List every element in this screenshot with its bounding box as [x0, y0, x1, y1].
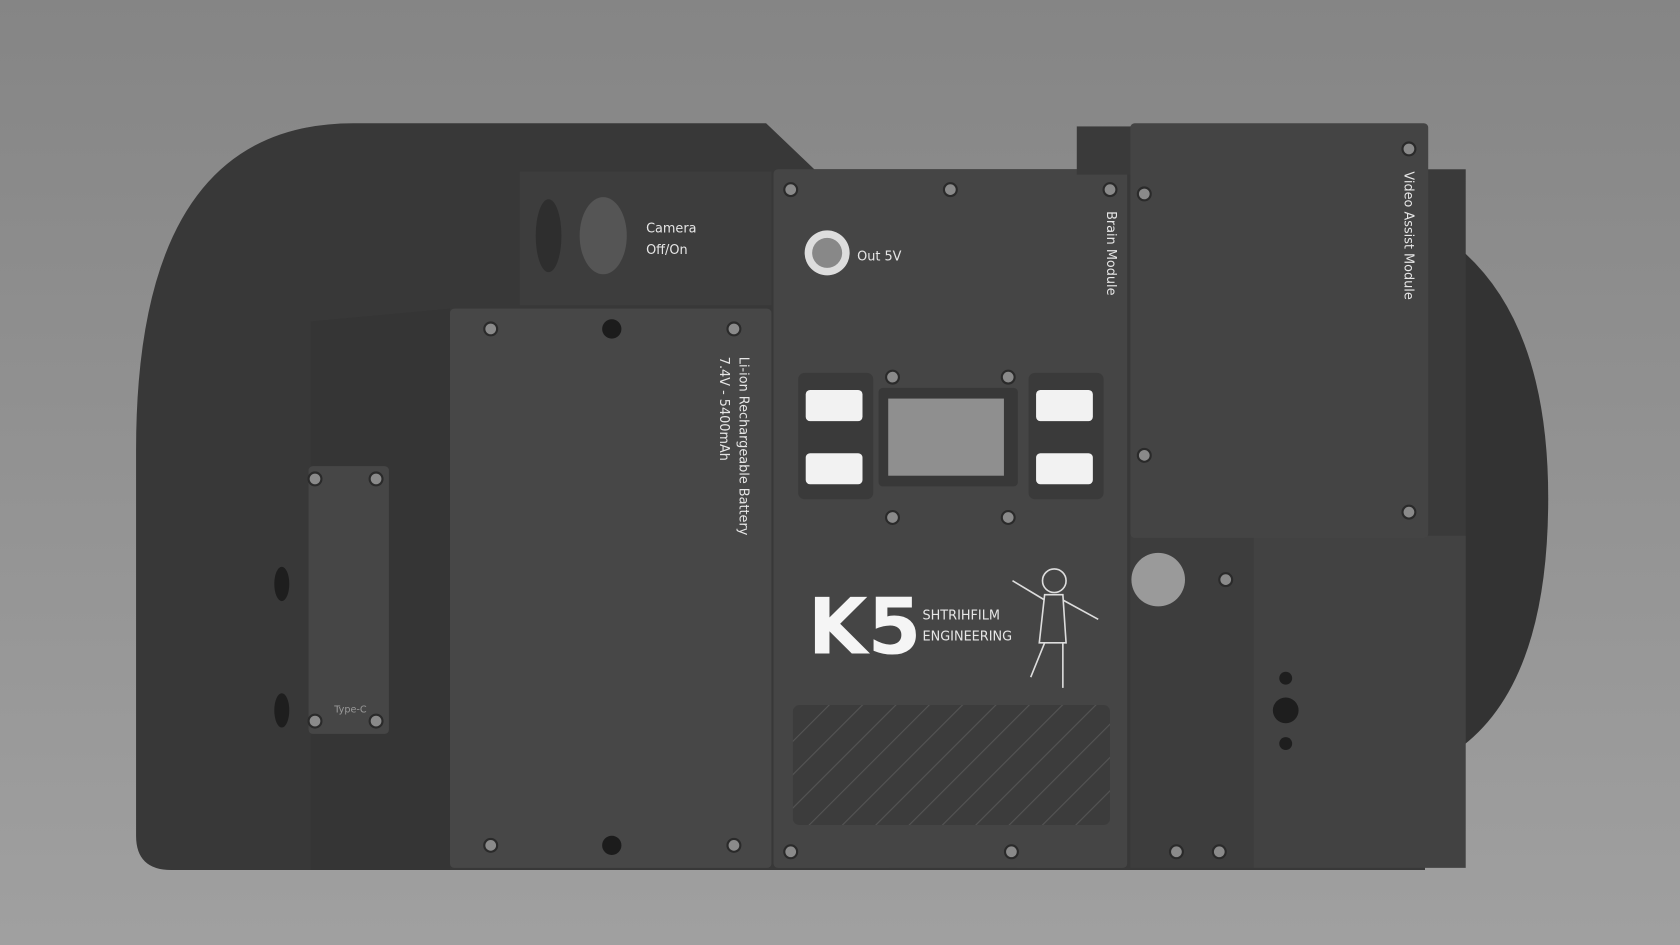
- switch-label: Off/On: [646, 243, 688, 258]
- screw: [885, 510, 900, 525]
- brand-label: SHTRIHFILM: [923, 608, 1000, 623]
- screw: [307, 713, 323, 729]
- screw: [1000, 369, 1016, 385]
- switch-recess: [535, 199, 562, 273]
- battery-plate: [450, 308, 772, 868]
- video-assist-plate: [1130, 123, 1429, 538]
- module-label: Brain Module: [1103, 211, 1118, 296]
- mount-hole: [1279, 671, 1293, 685]
- screen: [888, 398, 1004, 476]
- mount-hole: [1279, 737, 1293, 750]
- screw: [1136, 447, 1152, 463]
- screw: [1211, 844, 1227, 860]
- port-module: [308, 466, 389, 734]
- switch-bay: [519, 171, 772, 306]
- switch-label: Camera: [646, 222, 696, 237]
- screw: [368, 471, 384, 487]
- lens-ring: [1457, 246, 1549, 750]
- battery-label: 7.4V - 5400mAh: [716, 357, 731, 461]
- screw: [783, 182, 799, 198]
- screw-hole: [602, 319, 622, 339]
- screw-hole: [602, 835, 622, 855]
- screw: [1401, 504, 1417, 520]
- module-label: Video Assist Module: [1401, 171, 1416, 299]
- out-connector-core: [812, 237, 843, 268]
- logo: K5: [808, 583, 921, 673]
- button: [805, 453, 863, 485]
- screw: [1168, 844, 1184, 860]
- screw: [368, 713, 384, 729]
- switch-knob: [579, 197, 627, 275]
- mount-hole: [274, 566, 290, 602]
- button: [1036, 390, 1093, 422]
- button: [1036, 453, 1093, 485]
- astronaut: [1012, 568, 1099, 688]
- screw: [1102, 182, 1118, 198]
- screw: [307, 471, 323, 487]
- out-label: Out 5V: [857, 249, 902, 264]
- port-label: Type-C: [333, 705, 367, 716]
- battery-label: Li-ion Rechargeable Battery: [735, 357, 750, 536]
- brain-plate: [773, 169, 1128, 868]
- screws: [307, 141, 1417, 860]
- screw: [1218, 572, 1234, 588]
- screw: [1000, 510, 1016, 525]
- screw: [1401, 141, 1417, 157]
- screw: [1003, 844, 1019, 860]
- screw: [726, 321, 742, 337]
- screw: [783, 844, 799, 860]
- side-block: [1425, 169, 1466, 598]
- screw: [726, 837, 742, 853]
- screw: [483, 837, 499, 853]
- rear-port: [1131, 552, 1185, 607]
- screw: [885, 369, 900, 385]
- mount-hole: [1272, 697, 1299, 724]
- screw: [483, 321, 499, 337]
- brand-label: ENGINEERING: [923, 630, 1013, 645]
- screw: [942, 182, 958, 198]
- antenna-grille: [792, 705, 1110, 825]
- screw: [1136, 186, 1152, 202]
- mount-hole: [274, 693, 290, 728]
- button: [805, 390, 863, 422]
